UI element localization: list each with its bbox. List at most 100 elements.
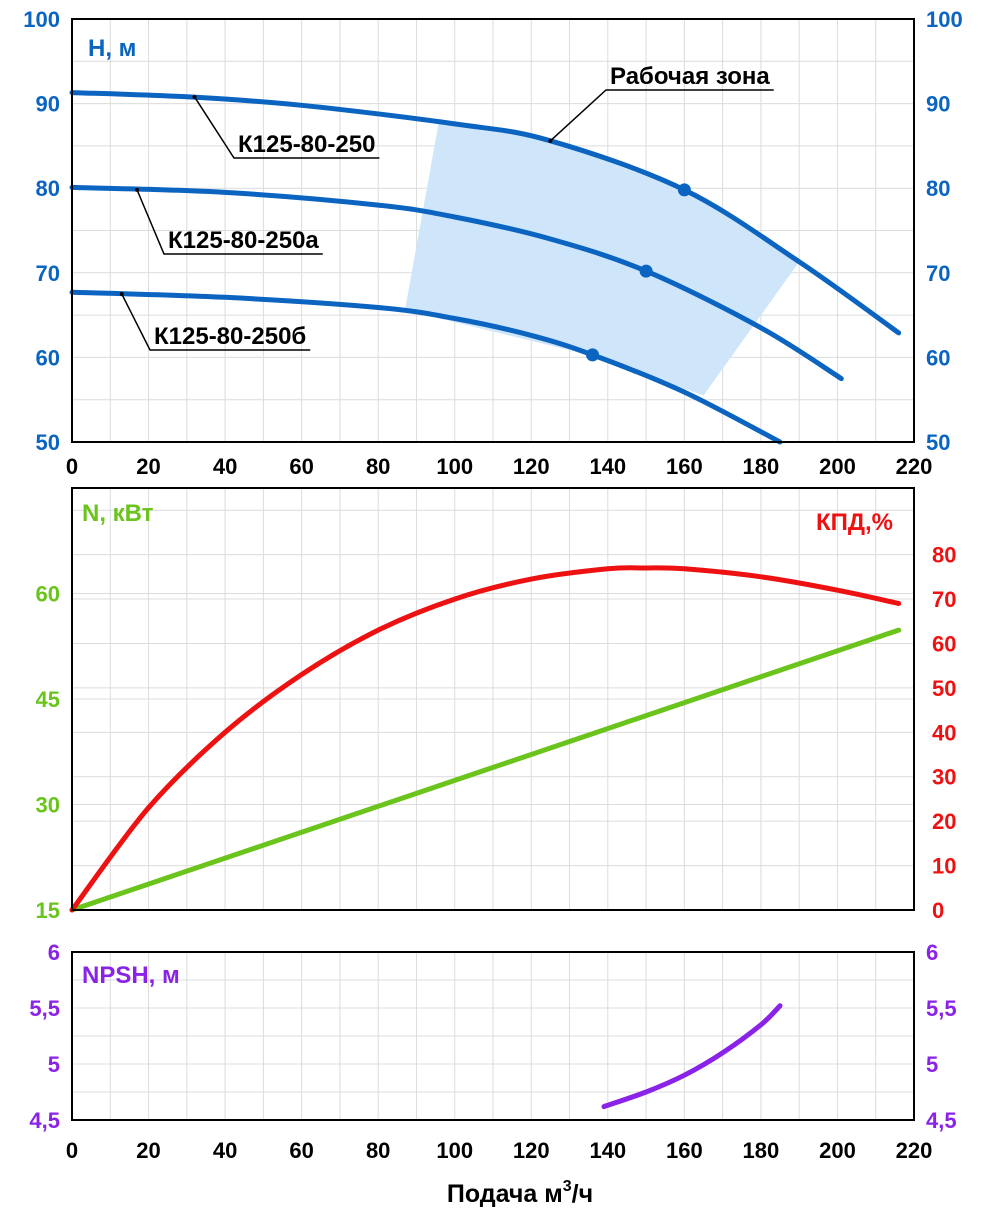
y-tick-label: 100 bbox=[23, 7, 60, 32]
y-tick-label: 5,5 bbox=[29, 996, 60, 1021]
x-axis-label-tail: /ч bbox=[572, 1180, 593, 1208]
npsh-grid bbox=[71, 951, 915, 1121]
y-tick-label: 30 bbox=[932, 765, 956, 790]
y-tick-label: 80 bbox=[926, 176, 950, 201]
x-axis-label-sup: 3 bbox=[563, 1178, 572, 1195]
y-tick-label: 60 bbox=[932, 631, 956, 656]
x-tick-label: 200 bbox=[819, 454, 856, 479]
x-axis-label: Подача м3/ч bbox=[447, 1178, 593, 1208]
x-tick-label: 140 bbox=[589, 1138, 626, 1163]
head-curves bbox=[69, 90, 902, 445]
power-efficiency-frame bbox=[71, 487, 915, 911]
efficiency-y-ticks: 0 10 20 30 40 50 60 70 80 bbox=[932, 543, 956, 923]
x-tick-label: 40 bbox=[213, 1138, 237, 1163]
x-ticks-top: 0 20 40 60 80 100 120 140 160 180 200 220 bbox=[66, 454, 932, 479]
y-tick-label: 50 bbox=[36, 430, 60, 455]
y-tick-label: 45 bbox=[36, 687, 60, 712]
series-leader-dot-0 bbox=[192, 94, 197, 99]
series-label-0: К125-80-250 bbox=[238, 131, 375, 158]
npsh-axis-label: NPSH, м bbox=[82, 962, 180, 989]
series-leader-2 bbox=[121, 293, 311, 351]
x-tick-label: 160 bbox=[666, 454, 703, 479]
series-label-2: К125-80-250б bbox=[154, 323, 306, 350]
y-tick-label: 80 bbox=[36, 176, 60, 201]
duty-point-2 bbox=[586, 348, 600, 362]
npsh-panel: 4,5 5 5,5 6 4,5 5 5,5 6 NPSH, м bbox=[29, 940, 956, 1133]
y-tick-label: 40 bbox=[932, 720, 956, 745]
working-zone-label: Рабочая зона bbox=[610, 63, 770, 90]
power-efficiency-grid bbox=[71, 487, 915, 911]
x-tick-label: 160 bbox=[666, 1138, 703, 1163]
y-tick-label: 4,5 bbox=[29, 1108, 60, 1133]
x-tick-label: 80 bbox=[366, 454, 390, 479]
y-tick-label: 60 bbox=[36, 582, 60, 607]
npsh-frame bbox=[71, 951, 915, 1121]
x-tick-label: 100 bbox=[436, 454, 473, 479]
head-y-ticks: 50 60 70 80 90 100 50 60 70 80 90 100 bbox=[23, 7, 962, 455]
duty-point-0 bbox=[677, 183, 691, 197]
y-tick-label: 100 bbox=[926, 7, 963, 32]
head-axis-label: H, м bbox=[88, 35, 136, 62]
x-tick-label: 120 bbox=[513, 454, 550, 479]
head-frame bbox=[71, 18, 915, 443]
series-leader-1 bbox=[136, 189, 323, 255]
head-series-labels: К125-80-250 К125-80-250а К125-80-250б Рабоч… bbox=[119, 63, 774, 351]
head-panel: 50 60 70 80 90 100 50 60 70 80 90 100 H, м К125-80-… bbox=[23, 7, 962, 455]
npsh-curves bbox=[601, 1003, 783, 1110]
head-curve-0 bbox=[69, 90, 902, 336]
y-tick-label: 4,5 bbox=[926, 1108, 957, 1133]
y-tick-label: 90 bbox=[926, 92, 950, 117]
series-leader-dot-2 bbox=[119, 291, 124, 296]
working-zone-leader bbox=[549, 89, 774, 142]
y-tick-label: 90 bbox=[36, 92, 60, 117]
y-tick-label: 0 bbox=[932, 898, 944, 923]
y-tick-label: 6 bbox=[926, 940, 938, 965]
power-y-ticks: 15 30 45 60 bbox=[36, 582, 60, 924]
x-tick-label: 40 bbox=[213, 454, 237, 479]
working-zone-leader-dot bbox=[548, 138, 553, 143]
y-tick-label: 60 bbox=[36, 345, 60, 370]
x-tick-label: 180 bbox=[743, 1138, 780, 1163]
x-tick-label: 60 bbox=[289, 1138, 313, 1163]
duty-point-1 bbox=[639, 264, 653, 278]
power-axis-label: N, кВт bbox=[82, 500, 154, 527]
y-tick-label: 5 bbox=[926, 1052, 938, 1077]
npsh-y-ticks: 4,5 5 5,5 6 4,5 5 5,5 6 bbox=[29, 940, 956, 1133]
y-tick-label: 80 bbox=[932, 543, 956, 568]
y-tick-label: 50 bbox=[926, 430, 950, 455]
x-tick-label: 0 bbox=[66, 1138, 78, 1163]
x-axis-label-main: Подача м bbox=[447, 1180, 563, 1208]
y-tick-label: 6 bbox=[48, 940, 60, 965]
y-tick-label: 70 bbox=[932, 587, 956, 612]
series-leader-dot-1 bbox=[135, 187, 140, 192]
x-tick-label: 80 bbox=[366, 1138, 390, 1163]
head-curve-2 bbox=[69, 289, 783, 445]
y-tick-label: 20 bbox=[932, 809, 956, 834]
x-tick-label: 20 bbox=[136, 454, 160, 479]
x-tick-label: 20 bbox=[136, 1138, 160, 1163]
x-tick-label: 220 bbox=[896, 1138, 933, 1163]
x-tick-label: 200 bbox=[819, 1138, 856, 1163]
y-tick-label: 5 bbox=[48, 1052, 60, 1077]
y-tick-label: 5,5 bbox=[926, 996, 957, 1021]
y-tick-label: 30 bbox=[36, 793, 60, 818]
series-label-1: К125-80-250а bbox=[168, 227, 319, 254]
power-curve bbox=[69, 627, 902, 913]
x-ticks-bottom: 0 20 40 60 80 100 120 140 160 180 200 220 bbox=[66, 1138, 932, 1163]
y-tick-label: 50 bbox=[932, 676, 956, 701]
series-leader-0 bbox=[193, 96, 380, 159]
x-tick-label: 60 bbox=[289, 454, 313, 479]
x-tick-label: 100 bbox=[436, 1138, 473, 1163]
npsh-curve bbox=[601, 1003, 783, 1110]
x-tick-label: 120 bbox=[513, 1138, 550, 1163]
x-tick-label: 220 bbox=[896, 454, 933, 479]
x-tick-label: 180 bbox=[743, 454, 780, 479]
y-tick-label: 70 bbox=[36, 261, 60, 286]
power-efficiency-panel: 15 30 45 60 0 10 20 30 40 50 60 70 80 N, кВт КПД,% bbox=[36, 487, 956, 924]
y-tick-label: 60 bbox=[926, 345, 950, 370]
y-tick-label: 70 bbox=[926, 261, 950, 286]
y-tick-label: 15 bbox=[36, 898, 60, 923]
x-tick-label: 0 bbox=[66, 454, 78, 479]
y-tick-label: 10 bbox=[932, 854, 956, 879]
